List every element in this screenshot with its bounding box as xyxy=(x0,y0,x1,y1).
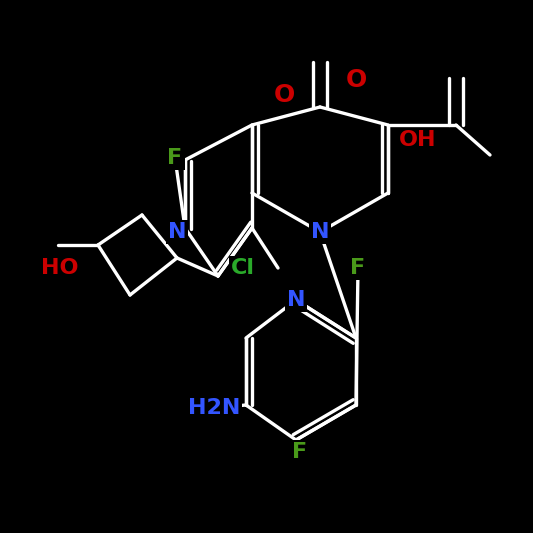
Text: H2N: H2N xyxy=(188,398,240,418)
Text: F: F xyxy=(167,148,183,168)
Text: Cl: Cl xyxy=(231,258,255,278)
Text: HO: HO xyxy=(41,258,79,278)
Text: OH: OH xyxy=(399,130,437,150)
Text: N: N xyxy=(287,290,305,310)
Text: N: N xyxy=(168,222,186,242)
Text: O: O xyxy=(345,68,367,92)
Text: F: F xyxy=(293,442,308,462)
Text: F: F xyxy=(350,258,366,278)
Text: O: O xyxy=(273,83,295,107)
Text: N: N xyxy=(311,222,329,242)
